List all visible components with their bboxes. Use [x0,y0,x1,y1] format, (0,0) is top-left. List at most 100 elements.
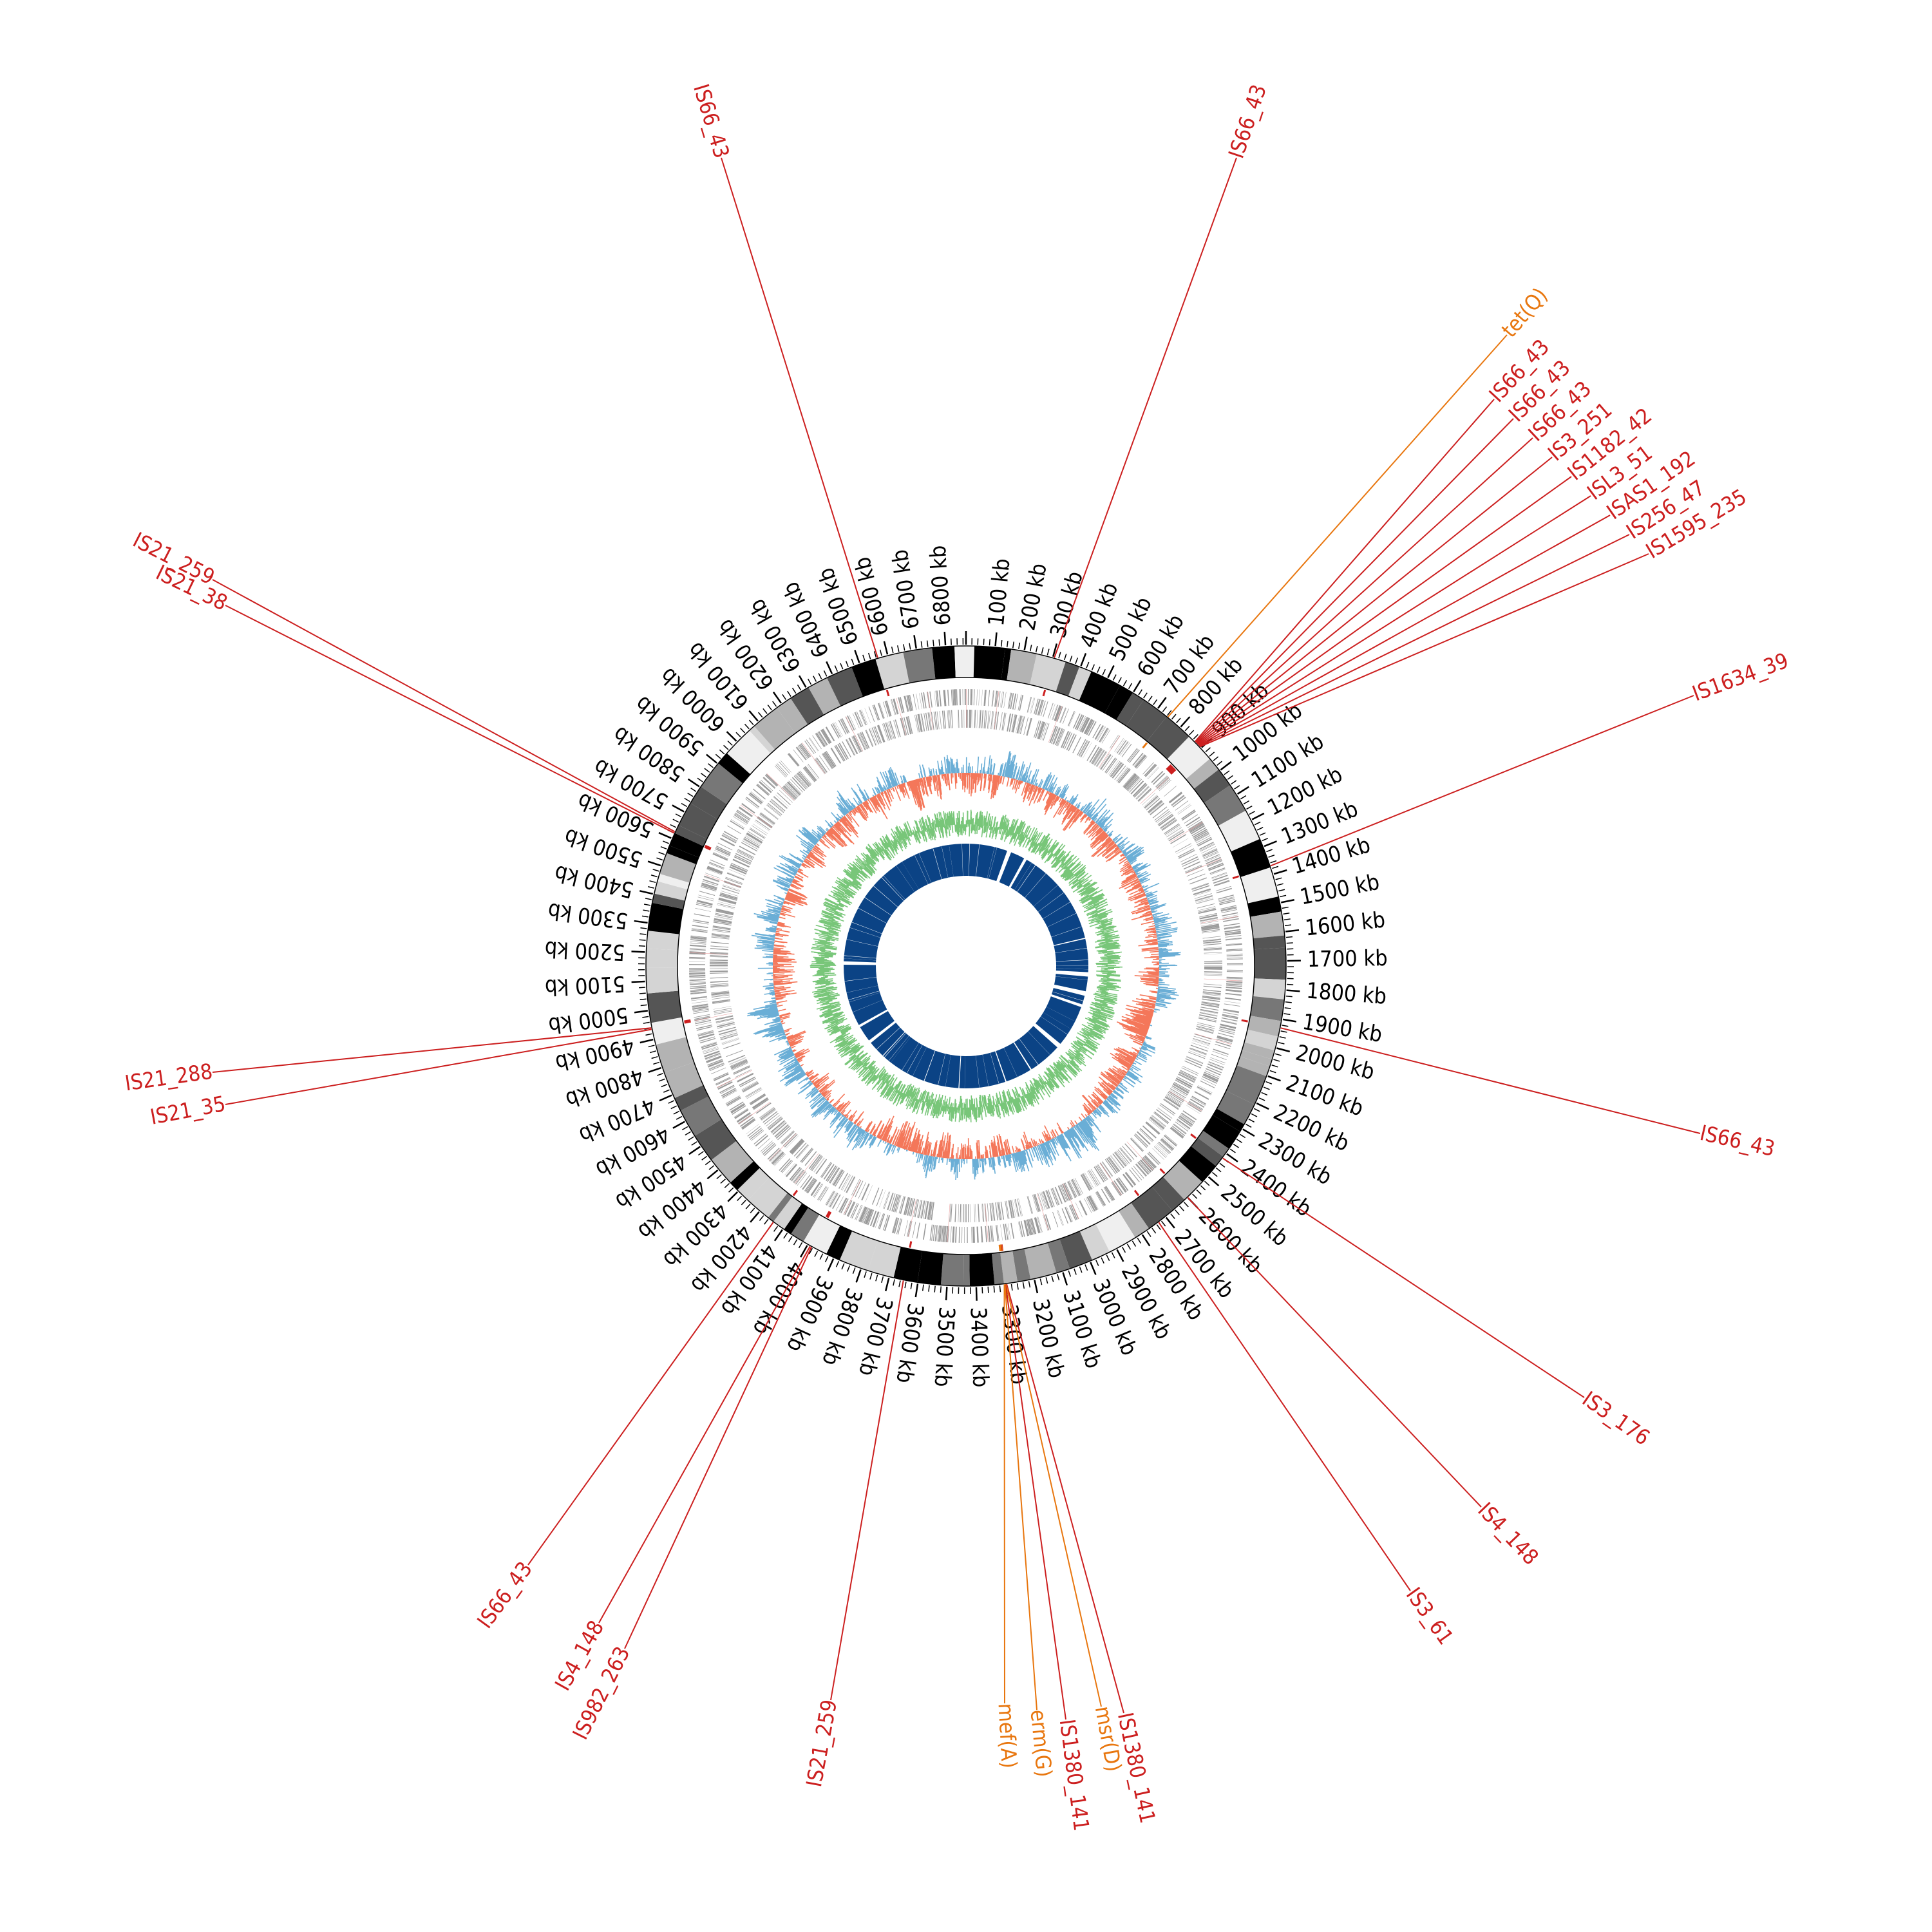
gene-block [764,775,778,787]
gene-block [831,1169,842,1185]
gene-block [1092,748,1103,765]
gene-block [1036,1217,1041,1233]
gene-block [921,713,925,732]
gene-block [1213,1048,1229,1055]
gene-block [737,1072,753,1082]
gene-block [1118,1177,1129,1191]
similarity-block [891,1037,919,1070]
gene-block [840,719,848,734]
gene-block [715,847,731,855]
karyotype-band [1226,1065,1267,1105]
similarity-block [1054,938,1087,953]
gene-block [734,814,748,824]
gene-block [1130,1138,1144,1152]
gene-block [714,916,732,920]
gene-block [710,971,728,972]
gene-block [695,908,711,912]
karyotype-band [674,1084,709,1111]
gene-block [1067,1180,1077,1198]
gene-block [737,849,754,858]
gene-block [838,1172,849,1189]
gene-block [995,690,999,707]
gene-block [743,1083,759,1093]
gene-block [1023,1220,1028,1236]
similarity-block [876,1027,905,1056]
gene-block [1035,721,1041,739]
minor-tick [903,644,905,651]
gene-block [1012,1199,1016,1218]
gene-block [797,773,810,788]
gene-block [760,813,775,824]
minor-tick [1268,855,1275,858]
major-tick [658,831,672,839]
gene-block [1100,728,1110,743]
gene-block [711,992,730,996]
gene-block [703,1048,719,1055]
gene-block [985,690,987,706]
gene-block [752,823,768,834]
similarity-block [982,1052,999,1086]
similarity-block [1056,960,1088,966]
minor-tick [704,768,710,773]
minor-tick [1045,1277,1048,1284]
gene-block [1182,1066,1199,1074]
gene-block [970,710,972,728]
gene-block [816,757,828,773]
gene-block [1201,1001,1220,1005]
gene-block [1037,721,1043,739]
minor-tick [639,992,646,994]
gene-block [889,1193,896,1211]
gene-block [1047,1189,1055,1207]
gene-block [1142,762,1154,775]
gene-block [1221,908,1237,912]
gene-block [1186,1105,1200,1114]
gene-block [690,941,706,943]
gene-block [1137,788,1151,802]
similarity-block [883,865,915,900]
gene-block [1221,909,1238,913]
annotation-label: IS4_148 [1473,1497,1544,1569]
minor-tick [1028,1281,1031,1288]
annotation-label: IS3_176 [1578,1386,1654,1450]
gene-block [1198,1016,1217,1021]
gene-block [1201,927,1220,931]
gene-block [717,901,735,907]
minor-tick [1175,1209,1180,1215]
similarity-block [1019,1031,1050,1065]
gene-block [1018,1198,1023,1217]
gene-block [762,1143,775,1155]
annotation-label: IS21_35 [148,1091,227,1130]
gene-block [889,721,896,739]
gene-block [1193,829,1208,838]
major-tick [672,1121,685,1129]
gene-block [1205,855,1220,862]
gene-block [1103,1187,1113,1202]
gene-block [777,792,791,806]
gene-block [1129,1169,1140,1182]
gene-block [1083,1173,1093,1189]
gene-block [1204,854,1220,862]
gene-block [784,785,797,799]
minor-tick [701,1155,708,1160]
gene-block [819,1187,829,1202]
gene-block [1199,914,1218,920]
tick-label: 5000 kb [547,1001,630,1038]
gene-block [1052,705,1058,720]
gene-block [712,853,728,861]
gene-block [1198,1085,1213,1093]
minor-tick [640,927,647,929]
gene-block [826,1165,837,1182]
gene-block [802,1176,812,1189]
gene-block [885,722,892,740]
gene-block [1089,1170,1099,1186]
gene-block [803,767,816,782]
gene-block [766,804,781,817]
gene-block [1220,1025,1236,1029]
gene-block [1226,978,1243,980]
gene-block [862,1208,869,1223]
gene-block [764,1112,779,1125]
leader-line [1187,1197,1482,1508]
gene-block [1075,1202,1083,1218]
gene-block [1114,765,1126,781]
gene-block [976,1226,979,1243]
